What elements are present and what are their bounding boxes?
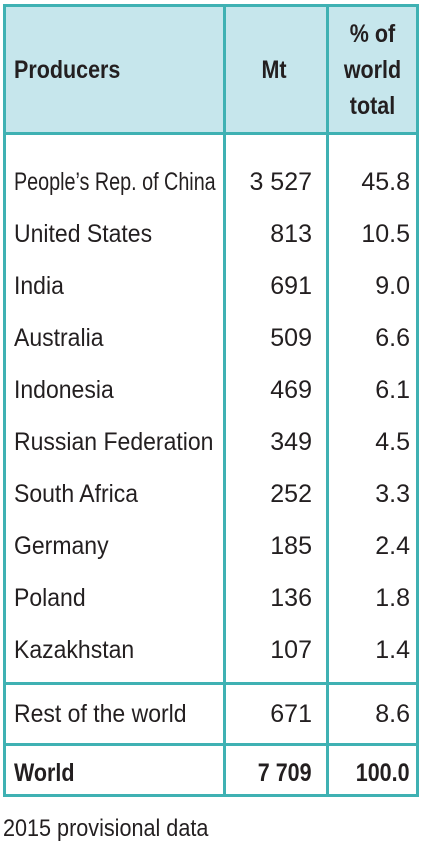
- rest-name: Rest of the world: [14, 700, 187, 728]
- producer-mt: 252: [270, 480, 312, 508]
- rest-of-world-row: Rest of the world 671 8.6: [6, 685, 416, 743]
- world-pct: 100.0: [356, 759, 410, 787]
- table-row: India 691 9.0: [6, 261, 416, 313]
- rest-divider: [6, 682, 416, 685]
- rest-pct: 8.6: [375, 700, 410, 728]
- producer-mt: 107: [270, 636, 312, 664]
- producer-mt: 349: [270, 428, 312, 456]
- header-mt-label: Mt: [261, 55, 287, 84]
- rest-mt: 671: [270, 700, 312, 728]
- footnote: 2015 provisional data: [3, 815, 209, 842]
- table-row: Russian Federation 349 4.5: [6, 417, 416, 469]
- producer-name: United States: [14, 220, 153, 248]
- header-pct-label: % of world total: [344, 16, 401, 124]
- table-row: People’s Rep. of China 3 527 45.8: [6, 157, 416, 209]
- producer-name: South Africa: [14, 480, 139, 508]
- column-divider-1: [223, 7, 226, 794]
- table-row: Indonesia 469 6.1: [6, 365, 416, 417]
- producer-pct: 4.5: [375, 428, 410, 456]
- table-row: South Africa 252 3.3: [6, 469, 416, 521]
- producer-mt: 691: [270, 272, 312, 300]
- header-pct-line2: world: [343, 55, 402, 84]
- header-pct-world-total: % of world total: [335, 7, 410, 132]
- producer-pct: 6.1: [375, 376, 410, 404]
- header-divider: [6, 132, 416, 135]
- table-row: United States 813 10.5: [6, 209, 416, 261]
- producer-pct: 45.8: [361, 168, 410, 196]
- table-row: Poland 136 1.8: [6, 573, 416, 625]
- producer-mt: 136: [270, 584, 312, 612]
- producer-pct: 1.8: [375, 584, 410, 612]
- header-producers-label: Producers: [14, 55, 121, 84]
- table-header: Producers Mt % of world total: [6, 7, 416, 132]
- world-divider: [6, 743, 416, 746]
- header-pct-line1: % of: [349, 19, 396, 48]
- table-row: Kazakhstan 107 1.4: [6, 625, 416, 677]
- producer-name: Germany: [14, 532, 109, 560]
- world-name: World: [14, 759, 75, 787]
- producer-name: People’s Rep. of China: [14, 168, 216, 196]
- producer-pct: 1.4: [375, 636, 410, 664]
- producer-pct: 9.0: [375, 272, 410, 300]
- table-row: Germany 185 2.4: [6, 521, 416, 573]
- producer-mt: 185: [270, 532, 312, 560]
- producer-pct: 10.5: [361, 220, 410, 248]
- table-row: Australia 509 6.6: [6, 313, 416, 365]
- producer-name: Poland: [14, 584, 86, 612]
- producer-mt: 3 527: [249, 168, 312, 196]
- producer-name: Kazakhstan: [14, 636, 135, 664]
- producer-name: Australia: [14, 324, 104, 352]
- producer-name: India: [14, 272, 64, 300]
- producer-name: Indonesia: [14, 376, 114, 404]
- producer-mt: 469: [270, 376, 312, 404]
- world-mt: 7 709: [258, 759, 312, 787]
- producer-pct: 3.3: [375, 480, 410, 508]
- header-mt: Mt: [233, 7, 316, 132]
- producer-rows: People’s Rep. of China 3 527 45.8 United…: [6, 157, 416, 677]
- world-total-row: World 7 709 100.0: [6, 746, 416, 794]
- producer-pct: 2.4: [375, 532, 410, 560]
- producer-pct: 6.6: [375, 324, 410, 352]
- header-pct-line3: total: [349, 91, 396, 120]
- producer-mt: 813: [270, 220, 312, 248]
- producers-table: Producers Mt % of world total People’s R…: [3, 4, 419, 797]
- producer-name: Russian Federation: [14, 428, 214, 456]
- header-producers: Producers: [14, 7, 186, 132]
- producer-mt: 509: [270, 324, 312, 352]
- column-divider-2: [326, 7, 329, 794]
